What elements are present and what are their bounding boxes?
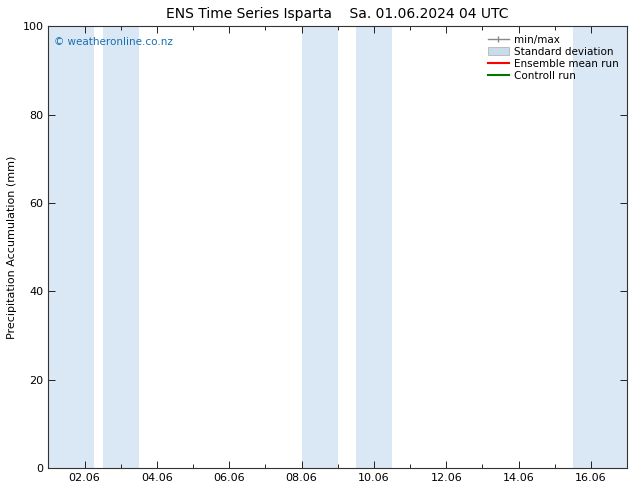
Bar (573, 26, 627, 468)
Bar (302, 26, 338, 468)
Legend: min/max, Standard deviation, Ensemble mean run, Controll run: min/max, Standard deviation, Ensemble me… (485, 31, 622, 84)
Bar (103, 26, 139, 468)
Y-axis label: Precipitation Accumulation (mm): Precipitation Accumulation (mm) (7, 155, 17, 339)
Bar (356, 26, 392, 468)
Title: ENS Time Series Isparta    Sa. 01.06.2024 04 UTC: ENS Time Series Isparta Sa. 01.06.2024 0… (167, 7, 509, 21)
Bar (48, 26, 94, 468)
Text: © weatheronline.co.nz: © weatheronline.co.nz (54, 37, 173, 48)
